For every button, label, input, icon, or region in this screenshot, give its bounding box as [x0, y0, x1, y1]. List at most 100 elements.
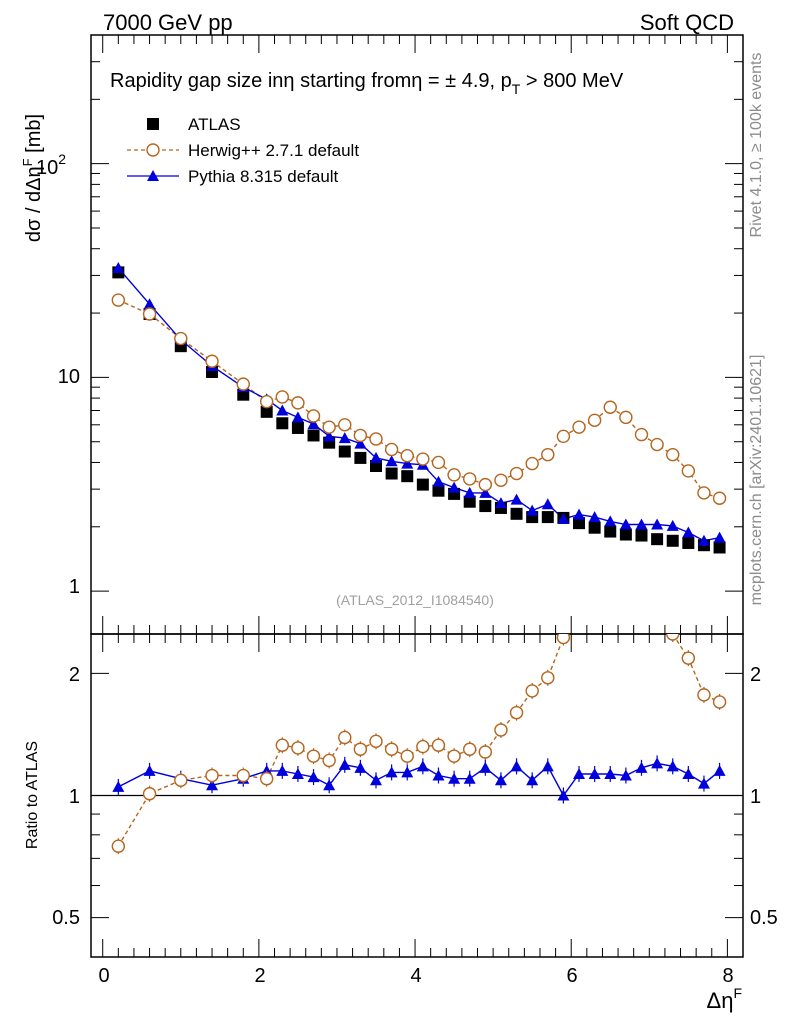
x-tick-label-4: 4	[410, 965, 421, 987]
herwig-point	[634, 427, 649, 442]
atlas-point	[635, 529, 648, 542]
ratio-pythia-point	[463, 772, 476, 784]
herwig-point	[541, 447, 555, 462]
ratio-herwig-point	[666, 634, 680, 641]
ratio-tick-right-05: 0.5	[750, 907, 778, 929]
herwig-point	[463, 472, 477, 486]
main-y-tick-labels: 1 10 102	[36, 151, 80, 598]
pythia-point	[448, 481, 461, 493]
atlas-point	[338, 445, 351, 458]
pythia-point	[494, 497, 507, 509]
atlas-point	[619, 528, 632, 541]
herwig-point	[416, 452, 430, 466]
herwig-point	[236, 377, 250, 391]
legend-marker-atlas	[147, 118, 159, 130]
ratio-pythia-point	[112, 780, 125, 792]
legend-marker-pythia	[147, 170, 159, 181]
legend: ATLAS Herwig++ 2.7.1 default Pythia 8.31…	[127, 115, 359, 186]
ratio-herwig-point	[369, 734, 383, 749]
atlas-point	[510, 507, 523, 520]
atlas-point	[307, 429, 320, 442]
ratio-pythia-point	[143, 764, 156, 776]
ratio-herwig-point	[275, 738, 290, 752]
atlas-point	[479, 500, 492, 513]
x-tick-label-6: 6	[566, 965, 577, 987]
herwig-point	[205, 354, 219, 368]
ratio-tick-right-2: 2	[750, 664, 761, 686]
atlas-point	[713, 541, 726, 554]
pythia-point	[557, 512, 570, 524]
herwig-point	[494, 473, 508, 487]
legend-label-pythia: Pythia 8.315 default	[188, 167, 339, 186]
atlas-point	[604, 525, 617, 538]
ratio-herwig-point	[384, 742, 399, 756]
pythia-point	[682, 526, 695, 538]
ratio-herwig-point	[525, 684, 539, 698]
herwig-point	[478, 477, 493, 492]
pythia-point	[463, 486, 476, 498]
herwig-point	[572, 420, 586, 434]
rivet-label: Rivet 4.1.0, ≥ 100k events	[748, 53, 765, 238]
ratio-herwig-point	[142, 787, 157, 801]
herwig-point	[291, 396, 305, 410]
pythia-point	[510, 493, 523, 505]
ratio-pythia-point	[276, 764, 289, 776]
pythia-point	[401, 457, 414, 469]
x-tick-labels: 0 2 4 6 8	[98, 965, 733, 987]
herwig-point	[525, 456, 539, 471]
y-tick-label-100: 102	[36, 151, 66, 179]
legend-label-herwig: Herwig++ 2.7.1 default	[188, 141, 359, 160]
atlas-point	[276, 417, 289, 430]
herwig-point	[306, 409, 321, 423]
ratio-pythia-point	[385, 766, 398, 778]
herwig-point	[384, 442, 399, 457]
pythia-point	[112, 261, 125, 273]
x-tick-label-8: 8	[722, 965, 733, 987]
pythia-point	[354, 437, 367, 449]
ratio-pythia-point	[573, 767, 586, 779]
ratio-herwig-point	[306, 749, 321, 763]
ratio-pythia-point	[494, 774, 507, 786]
herwig-point	[681, 464, 696, 478]
ratio-herwig-point	[509, 705, 524, 720]
ratio-herwig-point	[322, 753, 336, 768]
pythia-point	[276, 404, 289, 416]
ratio-herwig-point	[681, 651, 696, 665]
ratio-herwig-point	[353, 742, 368, 756]
ratio-herwig-point	[431, 738, 446, 752]
ratio-pythia-point	[713, 764, 726, 776]
ratio-herwig-point	[205, 768, 219, 783]
ratio-herwig-point	[556, 634, 571, 645]
ratio-pythia-point	[651, 757, 664, 769]
atlas-point	[354, 451, 367, 464]
ratio-y-axis-label: Ratio to ATLAS	[24, 741, 41, 849]
herwig-point	[275, 390, 290, 404]
ratio-pythia-point	[448, 772, 461, 784]
herwig-point	[353, 428, 368, 443]
legend-label-atlas: ATLAS	[188, 115, 241, 134]
ratio-pythia-point	[666, 760, 679, 772]
pythia-point	[143, 298, 156, 310]
pythia-point	[651, 518, 664, 530]
ratio-herwig-point	[712, 695, 727, 709]
herwig-point	[259, 394, 274, 409]
ratio-pythia-point	[541, 760, 554, 772]
ratio-herwig-point	[463, 742, 477, 756]
legend-marker-herwig	[146, 143, 160, 157]
ratio-herwig-point	[338, 730, 352, 745]
herwig-point	[619, 410, 633, 425]
ratio-pythia-point	[526, 774, 539, 786]
x-tick-label-0: 0	[98, 965, 109, 987]
pythia-point	[338, 432, 351, 444]
header-left: 7000 GeV pp	[103, 10, 233, 35]
ratio-pythia-point	[307, 771, 320, 783]
ratio-pythia-point	[604, 767, 617, 779]
ratio-herwig-point	[174, 773, 188, 788]
ratio-tick-left-1: 1	[69, 786, 80, 808]
ratio-herwig-point	[416, 739, 430, 754]
pythia-point	[573, 508, 586, 520]
atlas-point	[416, 478, 429, 491]
pythia-point	[385, 455, 398, 467]
ratio-herwig-point	[447, 749, 461, 763]
